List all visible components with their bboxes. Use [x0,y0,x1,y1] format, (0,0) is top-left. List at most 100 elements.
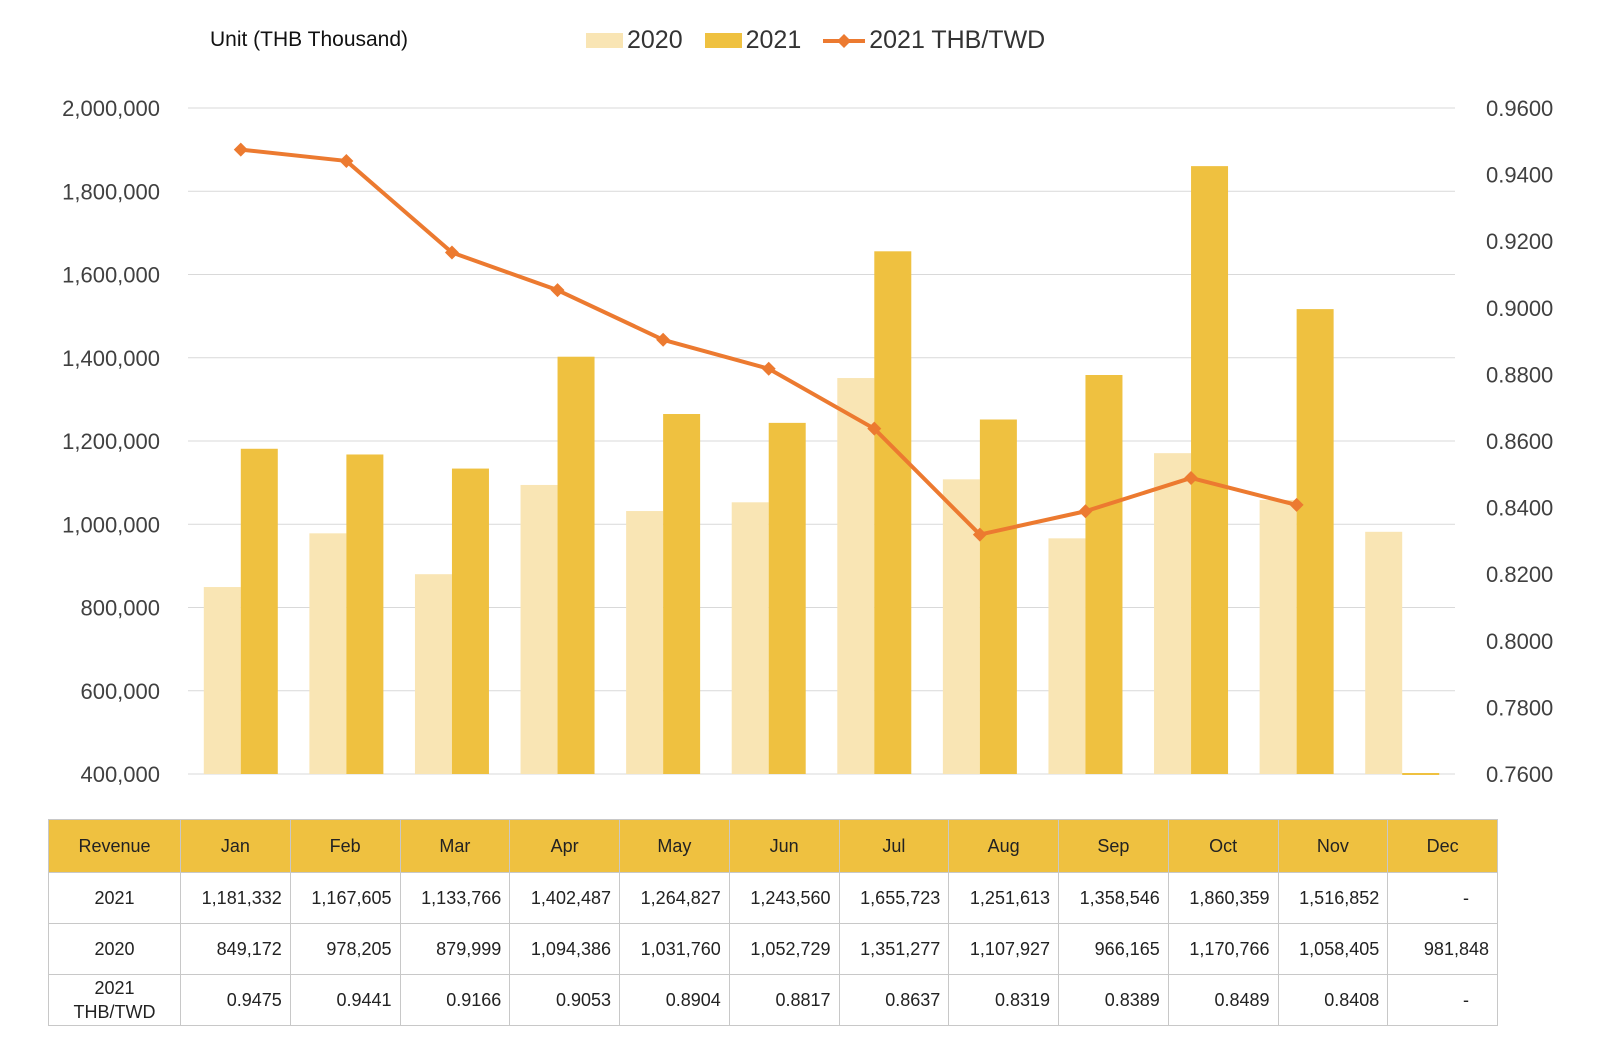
table-header-cell: Jan [180,819,291,873]
y2-tick-label: 0.8800 [1486,362,1553,387]
table-header-cell: Jul [838,819,950,873]
bar-2020 [1154,453,1192,774]
table-cell: 1,243,560 [728,872,840,924]
table-cell: 0.8489 [1167,974,1279,1026]
table-cell: 879,999 [399,923,511,975]
table-cell: 1,052,729 [728,923,840,975]
table-cell: 1,107,927 [948,923,1059,975]
rate-marker [550,283,565,298]
y-tick-label: 1,400,000 [62,346,160,371]
table-cell: 1,094,386 [509,923,620,975]
rate-marker [656,332,671,347]
legend-item-2020: 2020 [586,26,683,55]
table-cell: 1,264,827 [619,872,730,924]
bar-2020 [414,574,452,774]
table-header-cell: Jun [728,819,840,873]
table-cell: 1,358,546 [1058,872,1169,924]
table-header-cell: May [619,819,730,873]
y-tick-label: 400,000 [80,762,160,787]
table-cell: 1,031,760 [619,923,730,975]
table-header-cell: Sep [1058,819,1169,873]
table-header-cell: Revenue [48,819,181,873]
table-row-2020: 2020 849,172 978,205 879,999 1,094,386 1… [48,923,1498,975]
table-row-label: 2021 THB/TWD [48,974,181,1026]
table-cell: 0.9475 [180,974,291,1026]
table-cell: 849,172 [180,923,291,975]
table-cell: 1,170,766 [1167,923,1279,975]
chart-legend: 2020 2021 2021 THB/TWD [586,26,1067,55]
data-table: Revenue Jan Feb Mar Apr May Jun Jul Aug … [48,819,1498,1026]
bar-2021 [874,251,912,774]
bar-2020 [1365,531,1403,774]
table-header-row: Revenue Jan Feb Mar Apr May Jun Jul Aug … [48,819,1498,873]
bar-2021 [451,468,489,774]
table-cell: 0.8904 [619,974,730,1026]
bar-2020 [942,479,980,774]
bar-2021 [1296,309,1334,774]
bar-2021 [1085,375,1123,774]
legend-label-rate: 2021 THB/TWD [869,26,1046,54]
table-cell: 1,251,613 [948,872,1059,924]
table-row-label: 2021 [48,872,181,924]
table-cell: 1,402,487 [509,872,620,924]
table-header-cell: Nov [1277,819,1389,873]
bar-2020 [626,511,664,774]
y2-tick-label: 0.9400 [1486,163,1553,188]
y2-tick-label: 0.8000 [1486,629,1553,654]
y2-tick-label: 0.7600 [1486,762,1553,787]
table-cell: 1,181,332 [180,872,291,924]
table-header-cell: Oct [1167,819,1279,873]
table-cell: 1,167,605 [289,872,401,924]
legend-label-2021: 2021 [745,26,802,54]
bar-2020 [309,533,347,774]
table-row-label-text: 2021 THB/TWD [73,978,156,1022]
table-cell: 0.8817 [728,974,840,1026]
y2-tick-label: 0.8200 [1486,562,1553,587]
table-header-cell: Dec [1387,819,1498,873]
y2-tick-label: 0.9600 [1486,96,1553,121]
table-header-cell: Apr [509,819,620,873]
legend-item-2021: 2021 [704,26,802,55]
rate-marker [339,153,354,168]
combo-chart: 2,000,000 1,800,000 1,600,000 1,400,000 1,20… [62,96,1553,787]
unit-label: Unit (THB Thousand) [210,28,409,51]
rate-marker [1289,497,1304,512]
table-cell: 0.8319 [948,974,1059,1026]
y-tick-label: 1,600,000 [62,263,160,288]
bar-2021 [663,414,701,774]
y-tick-label: 2,000,000 [62,96,160,121]
bar-2021 [557,356,595,774]
y2-tick-label: 0.9000 [1486,296,1553,321]
table-cell: 981,848 [1387,923,1498,975]
rate-marker [867,421,882,436]
table-cell: 0.9166 [399,974,511,1026]
bar-2020 [837,378,875,774]
table-row-rate: 2021 THB/TWD 0.9475 0.9441 0.9166 0.9053… [48,974,1498,1026]
bar-2021 [1191,166,1229,775]
table-row-2021: 2021 1,181,332 1,167,605 1,133,766 1,402… [48,872,1498,924]
bar-2021 [768,422,806,774]
table-row-label: 2020 [48,923,181,975]
table-cell: - [1387,974,1498,1026]
y-tick-label: 1,200,000 [62,429,160,454]
bar-2020 [1259,499,1297,774]
table-cell: 1,133,766 [399,872,511,924]
y-tick-label: 1,800,000 [62,179,160,204]
legend-label-2020: 2020 [627,26,683,54]
bar-2021 [346,454,384,774]
y2-tick-label: 0.9200 [1486,229,1553,254]
table-cell: 1,516,852 [1277,872,1389,924]
table-cell: 1,655,723 [838,872,950,924]
rate-marker [1078,504,1093,519]
bar-2020 [731,502,769,774]
y2-tick-label: 0.8400 [1486,496,1553,521]
y2-tick-label: 0.7800 [1486,695,1553,720]
table-cell: 0.8637 [838,974,950,1026]
table-cell: 1,860,359 [1167,872,1279,924]
table-cell: 1,351,277 [838,923,950,975]
table-cell: - [1387,872,1498,924]
legend-swatch-2021 [704,33,742,48]
rate-marker [761,361,776,376]
bar-2021 [979,419,1017,774]
legend-item-rate: 2021 THB/TWD [823,26,1045,55]
